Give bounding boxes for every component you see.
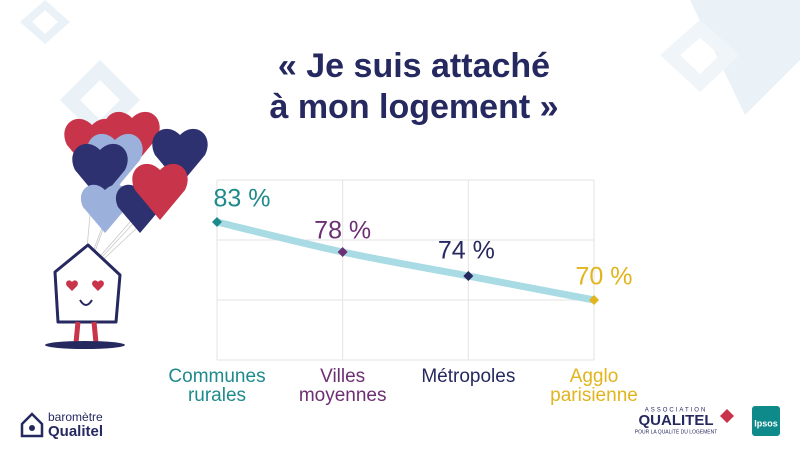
point bbox=[212, 217, 222, 227]
logo-barometre: baromètre Qualitel bbox=[20, 410, 103, 440]
point bbox=[589, 295, 599, 305]
value-label: 70 % bbox=[576, 263, 633, 291]
x-tick-label: Agglo parisienne bbox=[550, 366, 638, 406]
point bbox=[463, 271, 474, 281]
plot-grid bbox=[216, 179, 595, 361]
line bbox=[213, 218, 598, 304]
x-tick-label: Métropoles bbox=[421, 366, 515, 387]
logo-text: POUR LA QUALITÉ DU LOGEMENT bbox=[635, 428, 718, 435]
x-tick-label: Communes rurales bbox=[168, 366, 265, 406]
illustration bbox=[45, 111, 208, 349]
logo-text: ASSOCIATION bbox=[645, 408, 708, 414]
point bbox=[337, 247, 348, 257]
value-label: 78 % bbox=[314, 217, 371, 245]
chart-title: « Je suis attaché à mon logement » bbox=[269, 47, 558, 126]
value-label: 83 % bbox=[214, 185, 271, 213]
logo-text: Ipsos bbox=[754, 418, 778, 428]
logo-text: QUALITEL bbox=[639, 412, 714, 429]
logo-text: baromètre bbox=[48, 410, 103, 424]
value-label: 74 % bbox=[438, 237, 495, 265]
x-tick-label: Villes moyennes bbox=[299, 366, 387, 406]
logo-ipsos: Ipsos bbox=[752, 406, 780, 436]
logo-text: Qualitel bbox=[48, 423, 103, 440]
logo-association: ASSOCIATION QUALITEL POUR LA QUALITÉ DU … bbox=[635, 408, 734, 435]
